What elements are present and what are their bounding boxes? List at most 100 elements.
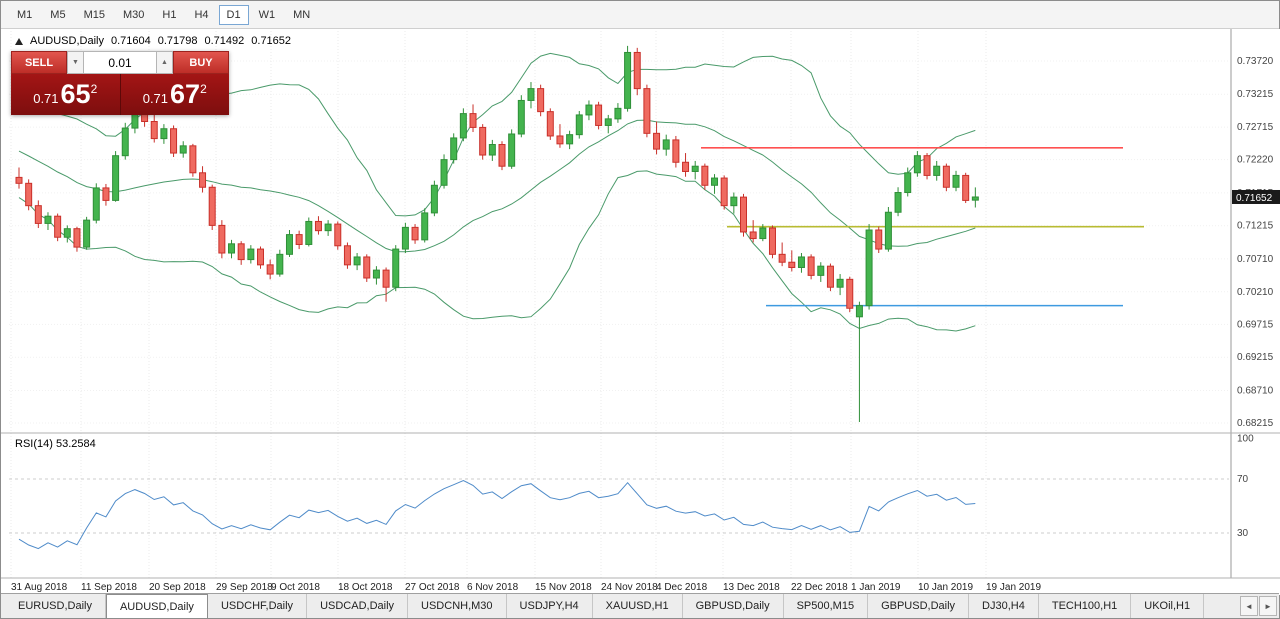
svg-text:11 Sep 2018: 11 Sep 2018 bbox=[81, 582, 137, 593]
timeframe-button-W1[interactable]: W1 bbox=[251, 5, 284, 25]
candle bbox=[556, 135, 564, 145]
svg-text:15 Nov 2018: 15 Nov 2018 bbox=[535, 582, 592, 593]
candle bbox=[826, 265, 834, 288]
timeframe-button-H4[interactable]: H4 bbox=[186, 5, 216, 25]
candle bbox=[527, 88, 535, 101]
candle bbox=[295, 234, 303, 245]
rsi-indicator-label: RSI(14) 53.2584 bbox=[15, 438, 96, 450]
tab-scroll-buttons: ◄ ► bbox=[1240, 594, 1279, 618]
buy-price-base: 0.71 bbox=[142, 91, 169, 106]
chart-tab-DJ30-H4[interactable]: DJ30,H4 bbox=[969, 594, 1039, 618]
candle bbox=[537, 88, 545, 113]
chart-symbol-icon bbox=[15, 37, 23, 45]
sell-button[interactable]: SELL bbox=[11, 51, 67, 74]
chevron-down-icon: ▼ bbox=[72, 59, 79, 66]
trade-panel-controls: SELL ▼ ▲ BUY bbox=[11, 51, 229, 74]
candle bbox=[952, 174, 960, 188]
candle bbox=[15, 176, 23, 184]
timeframe-button-M1[interactable]: M1 bbox=[9, 5, 40, 25]
candle bbox=[247, 248, 255, 261]
svg-text:0.72220: 0.72220 bbox=[1237, 155, 1274, 166]
chevron-up-icon: ▲ bbox=[161, 59, 168, 66]
candle bbox=[517, 99, 525, 135]
chart-tab-XAUUSD-H1[interactable]: XAUUSD,H1 bbox=[593, 594, 683, 618]
candle bbox=[450, 137, 458, 161]
svg-text:100: 100 bbox=[1237, 434, 1254, 445]
horizontal-lines-layer bbox=[701, 147, 1144, 307]
chart-tab-GBPUSD-Daily[interactable]: GBPUSD,Daily bbox=[868, 594, 970, 618]
svg-text:31 Aug 2018: 31 Aug 2018 bbox=[11, 582, 68, 593]
candle bbox=[633, 51, 641, 90]
timeframe-button-D1[interactable]: D1 bbox=[218, 4, 249, 25]
svg-text:0.73215: 0.73215 bbox=[1237, 89, 1274, 100]
candle bbox=[653, 132, 661, 150]
sell-price[interactable]: 0.71 65 2 bbox=[11, 74, 121, 115]
candle bbox=[643, 88, 651, 134]
candle bbox=[797, 256, 805, 268]
timeframe-button-H1[interactable]: H1 bbox=[154, 5, 184, 25]
svg-text:70: 70 bbox=[1237, 474, 1249, 485]
chart-tab-EURUSD-Daily[interactable]: EURUSD,Daily bbox=[5, 594, 106, 618]
candle bbox=[73, 228, 81, 248]
chart-tab-TECH100-H1[interactable]: TECH100,H1 bbox=[1039, 594, 1132, 618]
candle bbox=[257, 248, 264, 266]
rsi-line bbox=[18, 480, 976, 550]
candle bbox=[846, 278, 854, 309]
tab-scroll-left-button[interactable]: ◄ bbox=[1240, 596, 1258, 616]
chart-tab-USDCNH-M30[interactable]: USDCNH,M30 bbox=[408, 594, 507, 618]
chart-tab-AUDUSD-Daily[interactable]: AUDUSD,Daily bbox=[105, 594, 208, 618]
candle bbox=[92, 187, 100, 221]
candle bbox=[624, 51, 632, 109]
candle bbox=[682, 161, 690, 172]
chart-tab-USDCAD-Daily[interactable]: USDCAD,Daily bbox=[307, 594, 409, 618]
candle bbox=[595, 104, 603, 126]
ohlc-high: 0.71798 bbox=[157, 35, 198, 47]
ohlc-low: 0.71492 bbox=[204, 35, 245, 47]
volume-down-button[interactable]: ▼ bbox=[67, 51, 84, 74]
chart-tab-GBPUSD-Daily[interactable]: GBPUSD,Daily bbox=[683, 594, 784, 618]
svg-text:4 Dec 2018: 4 Dec 2018 bbox=[656, 582, 708, 593]
buy-button[interactable]: BUY bbox=[173, 51, 229, 74]
candle bbox=[720, 177, 728, 207]
candle bbox=[865, 229, 873, 307]
time-axis: 31 Aug 2018 11 Sep 2018 20 Sep 2018 29 Sep … bbox=[11, 582, 1041, 593]
candle bbox=[508, 133, 516, 167]
timeframe-button-M15[interactable]: M15 bbox=[76, 5, 113, 25]
candle bbox=[44, 215, 52, 224]
tab-scroll-right-button[interactable]: ► bbox=[1259, 596, 1277, 616]
candle bbox=[817, 265, 825, 276]
chart-tab-UKOil-H1[interactable]: UKOil,H1 bbox=[1131, 594, 1205, 618]
candle bbox=[749, 231, 757, 240]
candle bbox=[836, 278, 844, 288]
timeframe-button-MN[interactable]: MN bbox=[285, 5, 318, 25]
svg-text:0.68710: 0.68710 bbox=[1237, 385, 1274, 396]
timeframe-button-M30[interactable]: M30 bbox=[115, 5, 152, 25]
chart-tab-USDCHF-Daily[interactable]: USDCHF,Daily bbox=[208, 594, 308, 618]
candle bbox=[102, 187, 110, 201]
candle bbox=[662, 139, 670, 150]
volume-up-button[interactable]: ▲ bbox=[156, 51, 173, 74]
candle bbox=[546, 111, 554, 137]
volume-input[interactable] bbox=[84, 51, 156, 74]
candle bbox=[150, 120, 158, 140]
chart-tab-bar: EURUSD,Daily AUDUSD,Daily USDCHF,Daily USDC… bbox=[1, 593, 1279, 618]
price-chart-canvas[interactable]: 0.737200.732150.727150.722200.717150.712… bbox=[1, 1, 1280, 595]
svg-text:6 Nov 2018: 6 Nov 2018 bbox=[467, 582, 519, 593]
ohlc-close: 0.71652 bbox=[251, 35, 292, 47]
candle bbox=[962, 174, 970, 201]
candle bbox=[305, 220, 313, 245]
svg-text:13 Dec 2018: 13 Dec 2018 bbox=[723, 582, 780, 593]
svg-text:0.70710: 0.70710 bbox=[1237, 254, 1274, 265]
candle bbox=[894, 192, 902, 213]
candle bbox=[353, 256, 361, 266]
candle bbox=[479, 126, 487, 156]
chart-tab-SP500-M15[interactable]: SP500,M15 bbox=[784, 594, 869, 618]
timeframe-button-M5[interactable]: M5 bbox=[42, 5, 73, 25]
candle bbox=[372, 269, 380, 279]
candle bbox=[459, 113, 467, 139]
buy-price[interactable]: 0.71 67 2 bbox=[121, 74, 230, 115]
candle bbox=[585, 104, 593, 116]
candle bbox=[285, 234, 293, 255]
chart-tab-USDJPY-H4[interactable]: USDJPY,H4 bbox=[507, 594, 593, 618]
candle bbox=[711, 177, 719, 186]
